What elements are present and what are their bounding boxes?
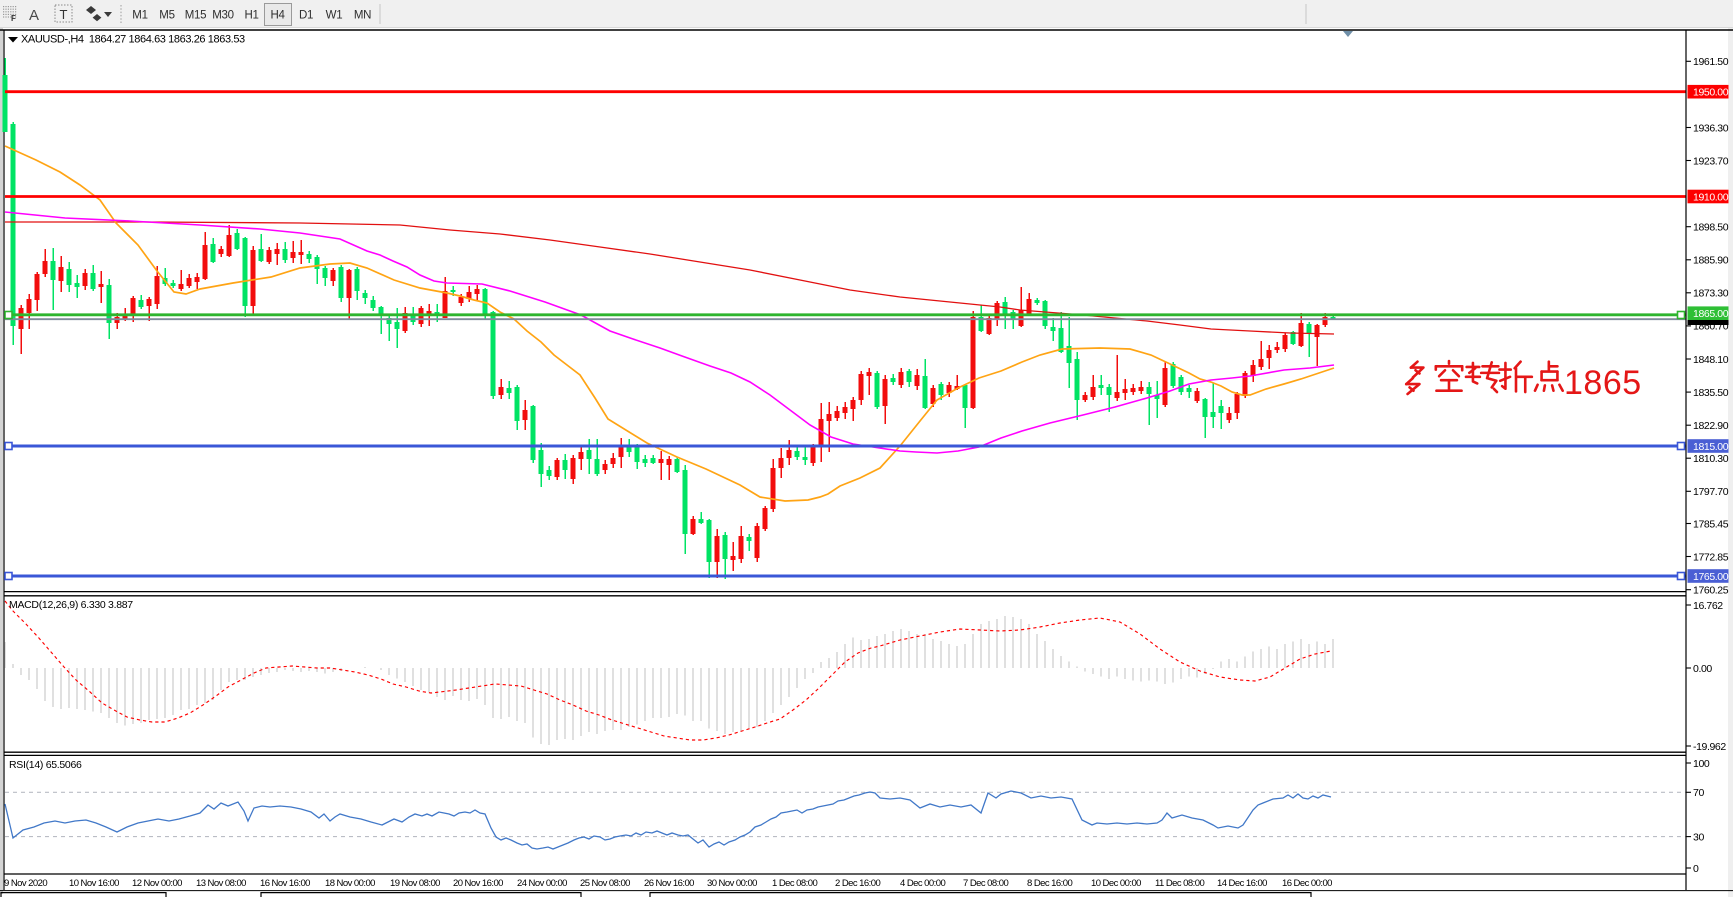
svg-text:M1: M1	[132, 10, 147, 22]
svg-text:H1: H1	[244, 10, 258, 22]
svg-text:24 Nov 00:00: 24 Nov 00:00	[517, 878, 567, 889]
svg-text:1810.30: 1810.30	[1693, 453, 1729, 465]
svg-text:13 Nov 08:00: 13 Nov 08:00	[196, 878, 246, 889]
svg-text:T: T	[60, 7, 68, 22]
svg-text:1865.00: 1865.00	[1693, 308, 1729, 320]
svg-text:M5: M5	[159, 10, 174, 22]
svg-text:25 Nov 08:00: 25 Nov 08:00	[580, 878, 630, 889]
svg-text:12 Nov 00:00: 12 Nov 00:00	[132, 878, 182, 889]
svg-text:1760.25: 1760.25	[1693, 585, 1729, 597]
svg-text:M30: M30	[212, 10, 233, 22]
svg-text:1936.30: 1936.30	[1693, 122, 1729, 134]
svg-text:1765.00: 1765.00	[1693, 571, 1729, 583]
svg-text:H4: H4	[270, 10, 285, 22]
svg-text:M15: M15	[185, 10, 206, 22]
svg-text:26 Nov 16:00: 26 Nov 16:00	[644, 878, 694, 889]
svg-text:1 Dec 08:00: 1 Dec 08:00	[772, 878, 817, 889]
svg-text:16 Dec 00:00: 16 Dec 00:00	[1282, 878, 1332, 889]
svg-text:RSI(14) 65.5066: RSI(14) 65.5066	[9, 759, 82, 771]
svg-text:4 Dec 00:00: 4 Dec 00:00	[900, 878, 945, 889]
svg-text:16 Nov 16:00: 16 Nov 16:00	[260, 878, 310, 889]
svg-text:MACD(12,26,9) 6.330 3.887: MACD(12,26,9) 6.330 3.887	[9, 599, 133, 611]
svg-text:1772.85: 1772.85	[1693, 551, 1729, 563]
svg-text:30 Nov 00:00: 30 Nov 00:00	[707, 878, 757, 889]
svg-text:1848.10: 1848.10	[1693, 354, 1729, 366]
svg-text:18 Nov 00:00: 18 Nov 00:00	[325, 878, 375, 889]
svg-text:1898.50: 1898.50	[1693, 222, 1729, 234]
svg-text:MN: MN	[354, 10, 371, 22]
svg-text:1797.70: 1797.70	[1693, 486, 1729, 498]
svg-text:0: 0	[1693, 863, 1699, 875]
svg-text:1873.30: 1873.30	[1693, 288, 1729, 300]
svg-text:100: 100	[1693, 758, 1710, 770]
svg-text:1923.70: 1923.70	[1693, 155, 1729, 167]
svg-text:10 Dec 00:00: 10 Dec 00:00	[1091, 878, 1141, 889]
svg-text:19 Nov 08:00: 19 Nov 08:00	[390, 878, 440, 889]
svg-text:-19.962: -19.962	[1693, 741, 1726, 753]
svg-text:1961.50: 1961.50	[1693, 56, 1729, 68]
svg-text:1815.00: 1815.00	[1693, 441, 1729, 453]
svg-text:1785.45: 1785.45	[1693, 518, 1729, 530]
svg-text:1950.00: 1950.00	[1693, 87, 1729, 99]
svg-text:11 Dec 08:00: 11 Dec 08:00	[1155, 878, 1204, 889]
svg-text:7 Dec 08:00: 7 Dec 08:00	[963, 878, 1008, 889]
svg-text:16.762: 16.762	[1693, 600, 1723, 612]
svg-text:1835.50: 1835.50	[1693, 387, 1729, 399]
svg-text:D1: D1	[299, 10, 313, 22]
svg-text:2 Dec 16:00: 2 Dec 16:00	[835, 878, 880, 889]
svg-text:10 Nov 16:00: 10 Nov 16:00	[69, 878, 119, 889]
svg-text:14 Dec 16:00: 14 Dec 16:00	[1217, 878, 1267, 889]
svg-text:20 Nov 16:00: 20 Nov 16:00	[453, 878, 503, 889]
svg-text:F: F	[11, 14, 16, 23]
svg-text:1885.90: 1885.90	[1693, 255, 1729, 267]
svg-text:A: A	[29, 7, 39, 24]
svg-text:30: 30	[1693, 831, 1704, 843]
svg-text:8 Dec 16:00: 8 Dec 16:00	[1027, 878, 1072, 889]
svg-text:1910.00: 1910.00	[1693, 191, 1729, 203]
svg-text:1865: 1865	[1564, 364, 1642, 402]
svg-text:XAUUSD-,H4 1864.27 1864.63 18: XAUUSD-,H4 1864.27 1864.63 1863.26 1863.…	[21, 34, 245, 46]
svg-text:0.00: 0.00	[1693, 663, 1712, 675]
svg-text:W1: W1	[326, 10, 343, 22]
svg-text:1822.90: 1822.90	[1693, 420, 1729, 432]
svg-text:9 Nov 2020: 9 Nov 2020	[4, 878, 47, 889]
svg-text:70: 70	[1693, 787, 1704, 799]
